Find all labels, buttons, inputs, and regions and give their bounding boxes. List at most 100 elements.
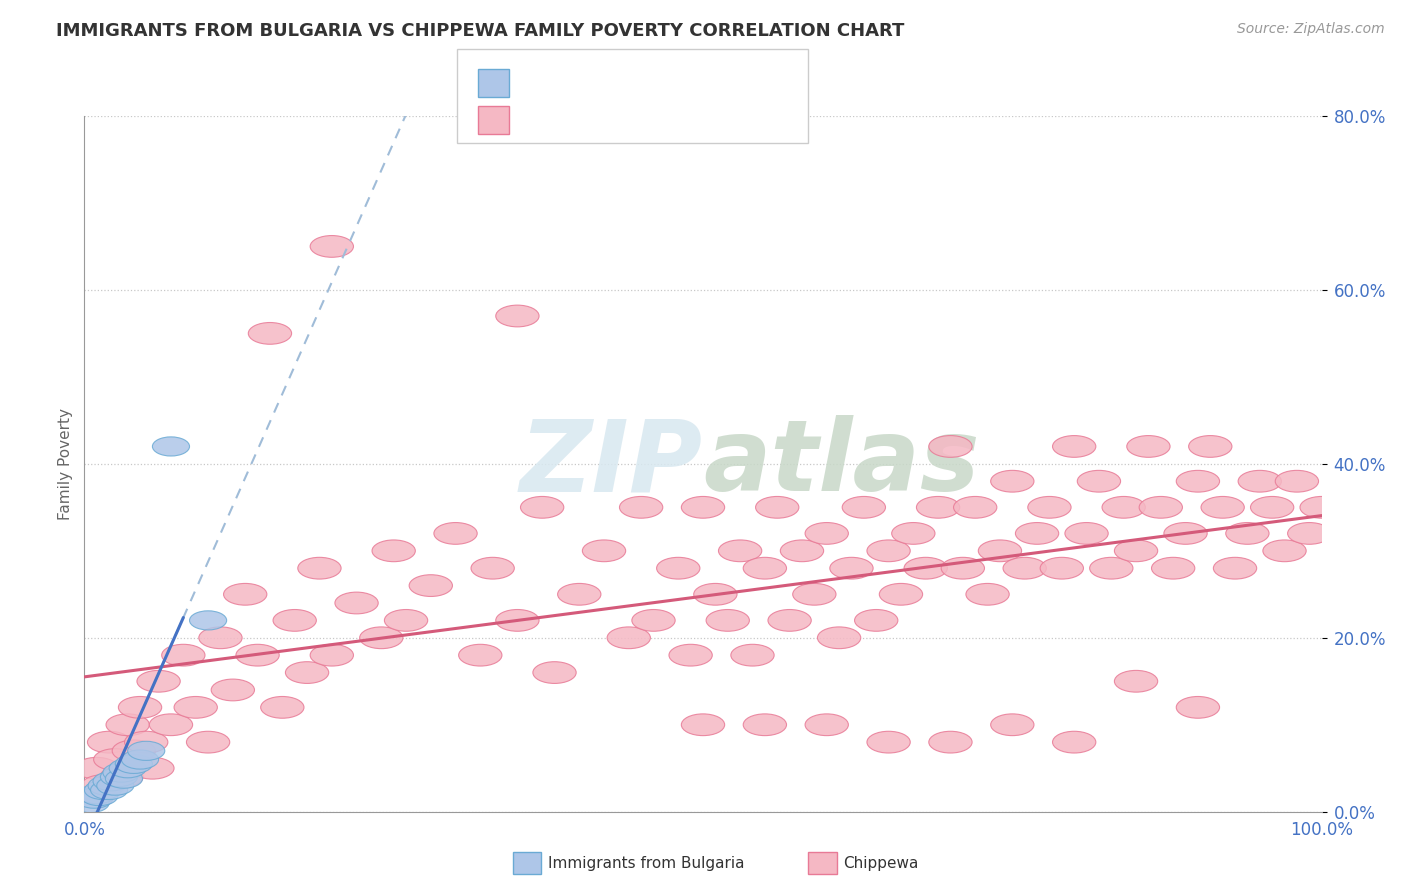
Text: 102: 102: [636, 106, 671, 124]
Ellipse shape: [682, 714, 724, 736]
Ellipse shape: [72, 794, 110, 813]
Ellipse shape: [89, 776, 125, 795]
Ellipse shape: [162, 644, 205, 666]
Ellipse shape: [249, 323, 291, 344]
Ellipse shape: [620, 497, 662, 518]
Ellipse shape: [136, 671, 180, 692]
Ellipse shape: [110, 759, 146, 778]
Y-axis label: Family Poverty: Family Poverty: [58, 408, 73, 520]
Ellipse shape: [1250, 497, 1294, 518]
Ellipse shape: [128, 741, 165, 760]
Ellipse shape: [1077, 470, 1121, 492]
Ellipse shape: [879, 583, 922, 605]
Ellipse shape: [224, 583, 267, 605]
Ellipse shape: [855, 609, 898, 632]
Ellipse shape: [97, 776, 134, 795]
Ellipse shape: [1301, 497, 1343, 518]
Ellipse shape: [806, 523, 848, 544]
Ellipse shape: [1115, 671, 1157, 692]
Ellipse shape: [1263, 540, 1306, 562]
Ellipse shape: [149, 714, 193, 736]
Text: N =: N =: [605, 68, 641, 86]
Ellipse shape: [1115, 540, 1157, 562]
Ellipse shape: [80, 787, 118, 805]
Ellipse shape: [1201, 497, 1244, 518]
Ellipse shape: [904, 558, 948, 579]
Ellipse shape: [103, 763, 141, 782]
Ellipse shape: [929, 435, 972, 458]
Ellipse shape: [105, 714, 149, 736]
Text: R =: R =: [516, 106, 553, 124]
Text: Chippewa: Chippewa: [844, 856, 920, 871]
Ellipse shape: [731, 644, 775, 666]
Ellipse shape: [1239, 470, 1281, 492]
Ellipse shape: [198, 627, 242, 648]
Ellipse shape: [793, 583, 837, 605]
Ellipse shape: [1213, 558, 1257, 579]
Ellipse shape: [1188, 435, 1232, 458]
Ellipse shape: [1288, 523, 1331, 544]
Text: N =: N =: [605, 106, 641, 124]
Ellipse shape: [311, 644, 353, 666]
Text: 0.675: 0.675: [548, 68, 600, 86]
Ellipse shape: [755, 497, 799, 518]
Ellipse shape: [533, 662, 576, 683]
Ellipse shape: [1053, 731, 1095, 753]
Ellipse shape: [669, 644, 713, 666]
Ellipse shape: [82, 775, 125, 797]
Ellipse shape: [744, 558, 786, 579]
Ellipse shape: [187, 731, 229, 753]
Ellipse shape: [1152, 558, 1195, 579]
Ellipse shape: [75, 757, 118, 779]
Ellipse shape: [979, 540, 1022, 562]
Ellipse shape: [236, 644, 280, 666]
Ellipse shape: [260, 697, 304, 718]
Ellipse shape: [868, 540, 910, 562]
Ellipse shape: [121, 750, 159, 769]
Ellipse shape: [79, 785, 115, 804]
Ellipse shape: [112, 740, 156, 762]
Text: 0.554: 0.554: [548, 106, 600, 124]
Ellipse shape: [806, 714, 848, 736]
Ellipse shape: [434, 523, 477, 544]
Ellipse shape: [93, 772, 131, 791]
Ellipse shape: [706, 609, 749, 632]
Ellipse shape: [190, 611, 226, 630]
Ellipse shape: [891, 523, 935, 544]
Ellipse shape: [929, 731, 972, 753]
Ellipse shape: [458, 644, 502, 666]
Ellipse shape: [1028, 497, 1071, 518]
Ellipse shape: [311, 235, 353, 257]
Text: Source: ZipAtlas.com: Source: ZipAtlas.com: [1237, 22, 1385, 37]
Text: atlas: atlas: [703, 416, 980, 512]
Ellipse shape: [1090, 558, 1133, 579]
Ellipse shape: [941, 558, 984, 579]
Ellipse shape: [360, 627, 404, 648]
Ellipse shape: [105, 769, 142, 789]
Ellipse shape: [87, 731, 131, 753]
Ellipse shape: [780, 540, 824, 562]
Ellipse shape: [496, 305, 538, 326]
Ellipse shape: [76, 789, 112, 808]
Ellipse shape: [1002, 558, 1046, 579]
Ellipse shape: [558, 583, 600, 605]
Ellipse shape: [991, 714, 1033, 736]
Ellipse shape: [94, 748, 136, 771]
Ellipse shape: [174, 697, 218, 718]
Ellipse shape: [1102, 497, 1146, 518]
Ellipse shape: [298, 558, 342, 579]
Ellipse shape: [657, 558, 700, 579]
Ellipse shape: [1164, 523, 1208, 544]
Ellipse shape: [1040, 558, 1084, 579]
Ellipse shape: [682, 497, 724, 518]
Ellipse shape: [100, 766, 143, 788]
Ellipse shape: [496, 609, 538, 632]
Ellipse shape: [1275, 470, 1319, 492]
Ellipse shape: [953, 497, 997, 518]
Ellipse shape: [1177, 470, 1219, 492]
Ellipse shape: [991, 470, 1033, 492]
Ellipse shape: [373, 540, 415, 562]
Ellipse shape: [817, 627, 860, 648]
Ellipse shape: [335, 592, 378, 614]
Ellipse shape: [868, 731, 910, 753]
